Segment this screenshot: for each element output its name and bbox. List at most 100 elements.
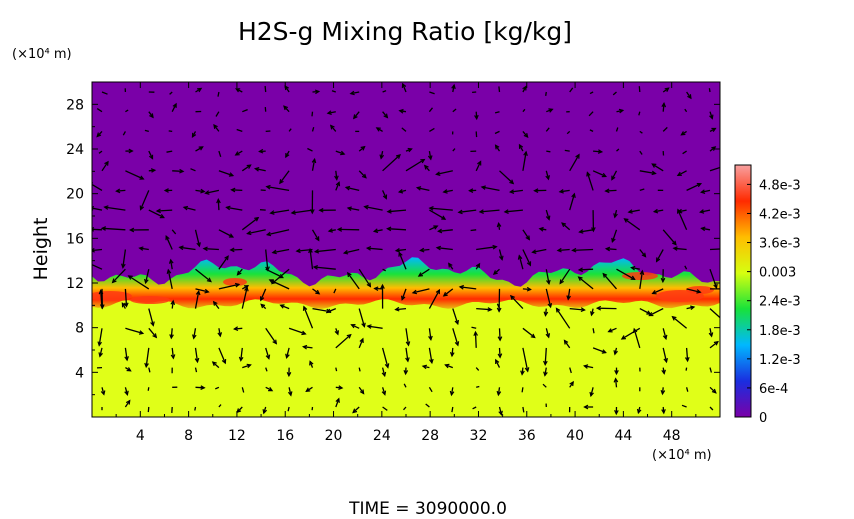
vector-arrow (138, 246, 149, 251)
vector-arrow (195, 288, 210, 294)
vector-arrow (604, 188, 617, 194)
vector-arrow (686, 305, 696, 310)
vector-arrow (342, 248, 360, 255)
vector-arrow (287, 406, 290, 412)
vector-arrow (96, 108, 103, 113)
vector-arrow (428, 347, 434, 365)
vector-arrow (125, 109, 129, 113)
vector-arrow (195, 268, 212, 283)
vector-arrow (358, 386, 365, 395)
vector-arrow (344, 185, 360, 192)
vector-arrow (148, 150, 154, 160)
vector-arrow (100, 387, 106, 396)
vector-arrow (403, 367, 409, 376)
vector-arrow (435, 245, 453, 251)
y-tick-label: 24 (66, 142, 84, 158)
vector-arrow (358, 268, 372, 288)
x-tick-label: 20 (325, 428, 343, 444)
vector-arrow (630, 265, 640, 271)
vector-arrow (279, 304, 290, 310)
vector-arrow (397, 188, 407, 194)
vector-arrow (144, 347, 150, 369)
vector-arrow (498, 86, 501, 93)
vector-arrow (677, 208, 688, 231)
vector-arrow (98, 150, 103, 154)
vector-arrow (168, 258, 174, 270)
vector-arrow (492, 268, 500, 275)
vector-arrow (652, 208, 664, 214)
vector-arrow (311, 111, 314, 117)
vector-arrow (521, 387, 524, 393)
colorbar-tick-label: 0 (759, 411, 767, 426)
vector-arrow (403, 383, 407, 388)
vector-arrow (662, 229, 677, 246)
vector-arrow (564, 149, 570, 152)
vector-arrow (499, 170, 515, 185)
vector-arrow (305, 386, 313, 393)
high-concentration-patch (223, 278, 247, 286)
vector-arrow (593, 149, 604, 154)
vector-arrow (475, 160, 482, 172)
vector-arrow (366, 324, 383, 329)
vector-arrow (651, 163, 664, 172)
vector-arrow (503, 209, 523, 214)
vector-arrow (458, 284, 477, 290)
vector-arrow (452, 108, 457, 113)
vector-arrow (595, 305, 617, 311)
vector-arrow (586, 171, 594, 191)
vector-arrow (382, 406, 388, 411)
vector-arrow (103, 205, 126, 211)
vector-arrow (676, 170, 687, 177)
vector-arrow (428, 328, 433, 342)
vector-arrow (476, 385, 480, 388)
vector-arrow (569, 307, 586, 313)
vector-arrow (125, 367, 132, 372)
vector-arrow (194, 367, 198, 373)
vector-arrow (623, 218, 641, 231)
vector-arrow (563, 339, 571, 349)
vector-arrow (358, 170, 367, 179)
vector-arrow (545, 209, 551, 221)
colorbar-tick-label: 3.6e-3 (759, 237, 801, 252)
vector-arrow (569, 87, 574, 93)
vector-arrow (405, 147, 413, 153)
vector-arrow (144, 269, 150, 285)
vector-arrow (616, 148, 620, 152)
vector-arrow (401, 288, 407, 301)
vector-arrow (709, 248, 720, 251)
high-concentration-patch (686, 286, 714, 294)
vector-arrow (522, 85, 527, 93)
vector-arrow (127, 275, 150, 290)
vector-arrow (264, 85, 267, 93)
vector-arrow (286, 367, 292, 378)
vector-arrow (684, 347, 690, 363)
vector-arrow (684, 265, 688, 270)
vector-arrow (147, 406, 150, 413)
vector-arrow (496, 222, 502, 230)
vector-arrow (522, 108, 526, 113)
vector-arrow (661, 367, 666, 375)
vector-arrow (147, 387, 150, 391)
vector-arrow (428, 386, 433, 393)
vector-arrow (382, 268, 386, 272)
vector-arrow (699, 209, 711, 214)
y-tick-label: 12 (66, 276, 84, 292)
vector-arrow (241, 286, 249, 309)
vector-arrow (194, 290, 201, 309)
vector-arrow (709, 340, 719, 349)
vector-arrow (170, 347, 176, 360)
vector-arrow (382, 90, 387, 93)
vector-arrow (662, 126, 668, 132)
vector-arrow (545, 288, 553, 309)
vector-arrow (349, 90, 360, 96)
vector-arrow (352, 111, 360, 120)
interface-layer (92, 257, 720, 313)
vector-arrow (169, 91, 173, 95)
vector-arrow (313, 248, 336, 254)
vector-arrow (442, 288, 454, 297)
vector-arrow (685, 387, 689, 392)
vector-arrow (331, 90, 337, 93)
vector-arrow (260, 303, 267, 310)
vector-arrow (522, 130, 529, 139)
vector-arrow (700, 189, 711, 194)
